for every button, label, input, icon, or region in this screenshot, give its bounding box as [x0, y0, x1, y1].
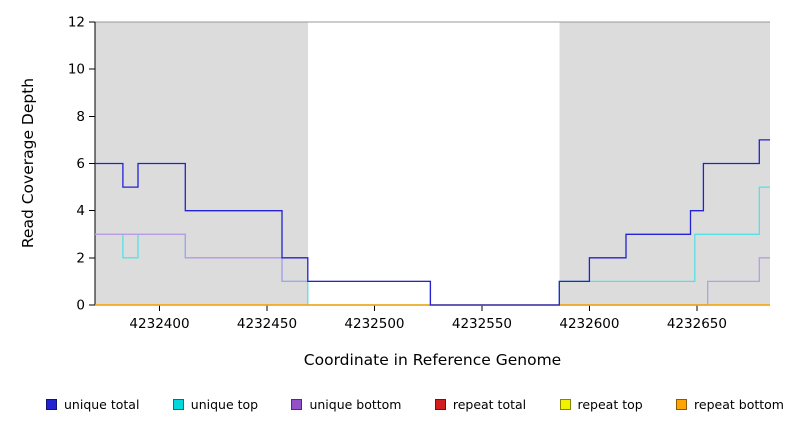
x-tick-label: 4232600 — [559, 316, 619, 332]
y-tick-label: 6 — [76, 156, 85, 172]
legend-item-unique-bottom: unique bottom — [291, 397, 402, 412]
legend-swatch-repeat-bottom — [676, 399, 688, 410]
x-tick-label: 4232550 — [452, 316, 512, 332]
x-tick-label: 4232650 — [667, 316, 727, 332]
legend-swatch-unique-top — [172, 399, 184, 410]
y-tick-label: 8 — [76, 109, 85, 125]
legend-item-unique-total: unique total — [46, 397, 139, 412]
legend-label-repeat-total: repeat total — [452, 397, 527, 412]
legend-item-repeat-top: repeat top — [559, 397, 643, 412]
x-tick-label: 4232500 — [344, 316, 404, 332]
series-unique-total — [95, 139, 770, 306]
x-tick-label: 4232400 — [129, 316, 189, 332]
y-tick-label: 0 — [76, 298, 85, 314]
legend-swatch-unique-total — [46, 399, 57, 410]
x-axis-title: Coordinate in Reference Genome — [303, 351, 562, 369]
legend-label-unique-top: unique top — [190, 397, 259, 412]
legend-item-repeat-bottom: repeat bottom — [676, 397, 784, 412]
legend-item-repeat-total: repeat total — [434, 397, 527, 412]
legend-item-unique-top: unique top — [172, 397, 259, 412]
legend-swatch-repeat-top — [559, 399, 571, 410]
legend-swatch-unique-bottom — [291, 399, 303, 410]
coverage-plot: 0 2 4 6 8 10 12 4232400 4232450 4232500 4232550 423… — [68, 15, 770, 332]
y-tick-label: 2 — [76, 250, 85, 266]
legend-label-repeat-top: repeat top — [577, 397, 643, 412]
legend: unique total unique top unique bottom repea… — [46, 397, 784, 412]
y-axis-title: Read Coverage Depth — [19, 77, 37, 249]
repeat-region-shading — [95, 22, 308, 305]
y-tick-label: 4 — [76, 203, 85, 219]
x-tick-label: 4232450 — [237, 316, 297, 332]
legend-label-unique-total: unique total — [64, 397, 140, 412]
legend-label-unique-bottom: unique bottom — [309, 397, 402, 412]
legend-swatch-repeat-total — [434, 399, 446, 410]
legend-label-repeat-bottom: repeat bottom — [694, 397, 784, 412]
y-tick-label: 10 — [68, 62, 85, 78]
y-tick-label: 12 — [68, 15, 85, 31]
